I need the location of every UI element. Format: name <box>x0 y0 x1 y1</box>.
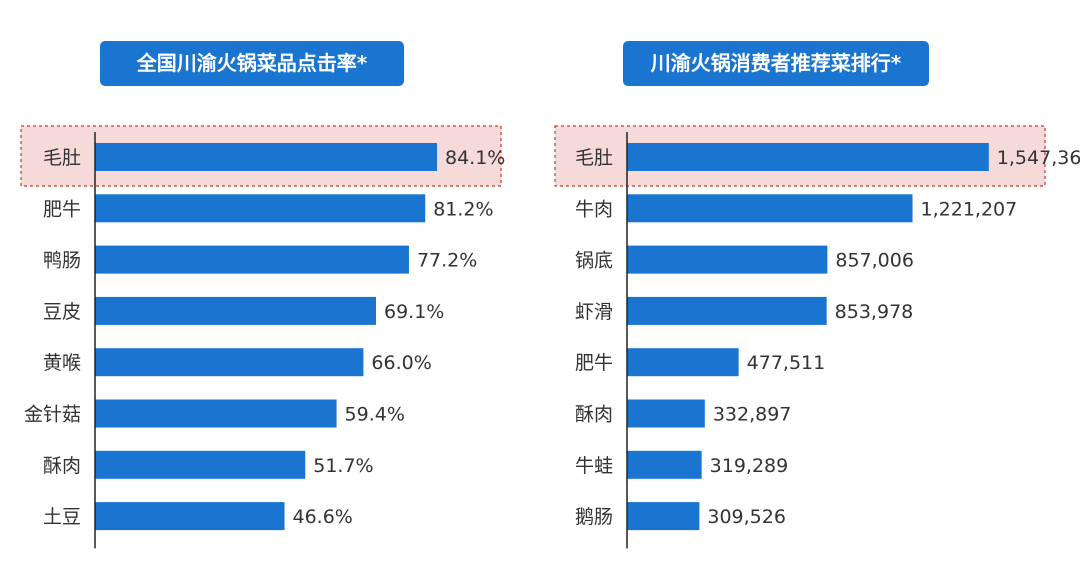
category-label-recommend-rank-4: 肥牛 <box>575 352 613 374</box>
bar-recommend-rank-4 <box>627 348 739 377</box>
bar-click-rate-1 <box>95 194 426 223</box>
bar-click-rate-7 <box>95 502 285 531</box>
chart-panel-recommend-rank: 川渝火锅消费者推荐菜排行* 毛肚 1,547,361 牛肉 1,221,207 锅底 85… <box>540 0 1080 563</box>
category-label-recommend-rank-0: 毛肚 <box>575 147 613 169</box>
chart-title-recommend-rank: 川渝火锅消费者推荐菜排行* <box>623 41 929 86</box>
category-label-click-rate-5: 金针菇 <box>24 404 81 426</box>
category-label-click-rate-6: 酥肉 <box>43 455 81 477</box>
category-label-recommend-rank-5: 酥肉 <box>575 404 613 426</box>
category-label-click-rate-1: 肥牛 <box>43 198 81 220</box>
value-label-recommend-rank-6: 319,289 <box>710 455 789 477</box>
category-label-recommend-rank-3: 虾滑 <box>575 301 613 323</box>
chart-panel-click-rate: 全国川渝火锅菜品点击率* 毛肚 84.1% 肥牛 81.2% 鸭肠 77.2% 豆皮 69.1… <box>20 41 505 549</box>
value-label-click-rate-7: 46.6% <box>293 506 353 528</box>
category-label-recommend-rank-6: 牛蛙 <box>575 455 613 477</box>
value-label-click-rate-5: 59.4% <box>345 404 405 426</box>
value-label-click-rate-2: 77.2% <box>417 250 477 272</box>
bar-click-rate-3 <box>95 296 377 325</box>
value-label-recommend-rank-4: 477,511 <box>747 352 826 374</box>
value-label-recommend-rank-7: 309,526 <box>707 506 786 528</box>
category-label-recommend-rank-2: 锅底 <box>575 250 613 272</box>
category-label-click-rate-3: 豆皮 <box>43 301 81 323</box>
category-label-click-rate-4: 黄喉 <box>43 352 81 374</box>
bar-chart-click-rate: 毛肚 84.1% 肥牛 81.2% 鸭肠 77.2% 豆皮 69.1% 黄喉 66.0% 金针菇 59… <box>20 125 505 549</box>
bar-click-rate-0 <box>95 143 437 171</box>
category-label-click-rate-2: 鸭肠 <box>43 250 81 272</box>
bar-recommend-rank-3 <box>627 296 827 325</box>
value-label-recommend-rank-5: 332,897 <box>713 404 792 426</box>
bar-click-rate-6 <box>95 450 306 479</box>
chart-title-click-rate: 全国川渝火锅菜品点击率* <box>100 41 404 86</box>
category-label-recommend-rank-7: 鹅肠 <box>575 506 613 528</box>
bar-recommend-rank-1 <box>627 194 913 223</box>
bar-recommend-rank-6 <box>627 450 702 479</box>
bar-recommend-rank-7 <box>627 502 700 531</box>
value-label-click-rate-4: 66.0% <box>371 352 431 374</box>
category-label-click-rate-0: 毛肚 <box>43 147 81 169</box>
bar-click-rate-2 <box>95 245 409 274</box>
value-label-recommend-rank-2: 857,006 <box>835 250 914 272</box>
value-label-click-rate-0: 84.1% <box>445 147 505 169</box>
value-label-click-rate-1: 81.2% <box>433 198 493 220</box>
bar-recommend-rank-2 <box>627 245 828 274</box>
bar-click-rate-5 <box>95 399 337 428</box>
bar-chart-recommend-rank: 毛肚 1,547,361 牛肉 1,221,207 锅底 857,006 虾滑 853,978… <box>554 125 1080 549</box>
value-label-recommend-rank-3: 853,978 <box>835 301 914 323</box>
bar-recommend-rank-0 <box>627 143 989 171</box>
value-label-recommend-rank-0: 1,547,361 <box>997 147 1080 169</box>
value-label-click-rate-3: 69.1% <box>384 301 444 323</box>
value-label-click-rate-6: 51.7% <box>313 455 373 477</box>
category-label-click-rate-7: 土豆 <box>43 506 81 528</box>
bar-click-rate-4 <box>95 348 364 377</box>
category-label-recommend-rank-1: 牛肉 <box>575 198 613 220</box>
value-label-recommend-rank-1: 1,221,207 <box>921 198 1018 220</box>
bar-recommend-rank-5 <box>627 399 705 428</box>
